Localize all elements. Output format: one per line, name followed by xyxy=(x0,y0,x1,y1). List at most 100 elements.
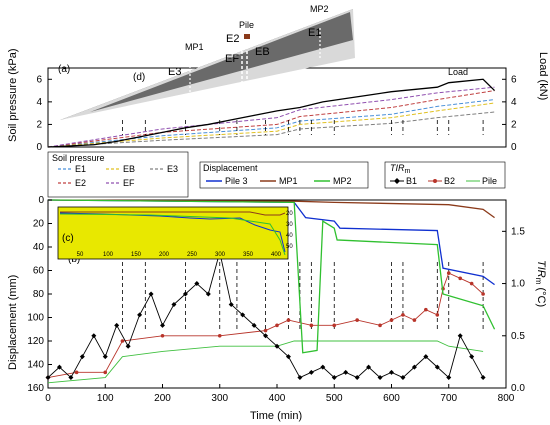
tir-b1-point xyxy=(182,291,188,297)
tir-b1-point xyxy=(251,322,257,328)
tir-b1-point xyxy=(480,375,486,381)
tir-b1-point xyxy=(137,312,143,318)
tir-b1-point xyxy=(297,375,303,381)
panel-a-right-tick-label: 4 xyxy=(511,97,517,108)
soil-legend-label: EB xyxy=(123,164,135,174)
panel-b-right-tick-label: 0.0 xyxy=(511,383,525,394)
eb-label: EB xyxy=(255,46,270,58)
tir-b1-point xyxy=(171,301,177,307)
tir-legend-title: TIRm xyxy=(390,163,411,175)
tir-b1-point xyxy=(228,301,234,307)
panel-b-ylabel-right-unit: (°C) xyxy=(535,284,547,307)
inset-c-x-tick-label: 250 xyxy=(187,252,198,258)
inset-d-slope-diagram: Pile MP2 MP1 E2 E1 E3 EF EB (d) xyxy=(60,4,355,120)
tir-b1-point xyxy=(160,322,165,328)
tir-b1-point xyxy=(285,354,291,360)
e1-label: E1 xyxy=(308,27,321,39)
panel-b-x-tick-label: 600 xyxy=(383,393,400,404)
soil-legend-label: E2 xyxy=(75,178,86,188)
tir-b1-point xyxy=(205,291,211,297)
inset-c-x-tick-label: 400 xyxy=(271,252,282,258)
panel-a-left-tick-label: 6 xyxy=(36,74,42,85)
tir-legend-box xyxy=(384,161,506,189)
inset-c-x-tick-label: 100 xyxy=(103,252,114,258)
tir-b2-point xyxy=(120,339,125,343)
tir-b1-point xyxy=(377,375,383,381)
tir-b2-point xyxy=(389,318,394,322)
tir-b1-point xyxy=(354,375,360,381)
panel-b-event-lines xyxy=(122,262,484,330)
panel-b-x-tick-label: 700 xyxy=(440,393,457,404)
panel-b-x-tick-label: 800 xyxy=(498,393,515,404)
tir-b1-point xyxy=(79,354,85,360)
soil-legend-label: E1 xyxy=(75,164,86,174)
tir-b2-point xyxy=(458,276,463,281)
tir-b1-point xyxy=(331,375,337,381)
panel-b-x-tick-label: 200 xyxy=(154,393,171,404)
panel-b-right-tick-label: 0.5 xyxy=(511,331,525,342)
panel-b-left-tick-label: 20 xyxy=(33,219,45,230)
displacement-pile-3-line xyxy=(47,199,495,286)
soil-legend-label: EF xyxy=(123,178,135,188)
panel-a-right-tick-label: 0 xyxy=(511,142,517,153)
tir-b2-point xyxy=(309,323,314,328)
inset-c-label: (c) xyxy=(62,233,74,244)
panel-b-right-tick-label: 1.0 xyxy=(511,279,525,290)
tir-b1-point xyxy=(240,312,246,318)
panel-a-left-tick-label: 2 xyxy=(36,119,42,130)
inset-c-mp2-line xyxy=(59,213,286,256)
panel-b-ylabel-right-main: TIR xyxy=(535,260,547,278)
inset-c-y-tick-label: 50 xyxy=(286,244,293,250)
ef-label: EF xyxy=(225,53,239,65)
panel-b-x-tick-label: 300 xyxy=(211,393,228,404)
mp1-label: MP1 xyxy=(185,42,204,52)
tir-b1-point xyxy=(400,375,406,381)
tir-b1-point xyxy=(446,375,452,381)
tir-b2-point xyxy=(332,323,337,328)
inset-d-label: (d) xyxy=(133,72,145,83)
tir-b1-point xyxy=(389,369,394,375)
panel-b-x-tick-label: 500 xyxy=(326,393,343,404)
panel-b-x-tick-label: 400 xyxy=(269,393,286,404)
panel-b: 0 20 40 60 80 100 120 140 160 0.0 0.5 1.0 1.5 0 100 2… xyxy=(7,195,547,422)
tir-b1-point xyxy=(457,333,463,339)
e3-label: E3 xyxy=(168,66,181,78)
tir-b2-point xyxy=(401,313,405,317)
panel-a-right-tick-label: 2 xyxy=(511,119,517,130)
tir-pile-line xyxy=(47,340,484,384)
tir-b2-point xyxy=(378,323,382,328)
tir-b1-point xyxy=(148,291,154,297)
tir-b2-point xyxy=(412,318,417,322)
panel-a-event-lines xyxy=(122,120,484,135)
tir-b2-point xyxy=(435,313,440,317)
tir-b2-point xyxy=(160,333,165,338)
panel-b-right-ticks: 0.0 0.5 1.0 1.5 xyxy=(502,226,525,394)
displacement-mp1-line xyxy=(47,199,495,219)
tir-b1-point xyxy=(194,281,200,287)
inset-c-y-tick-label: 30 xyxy=(286,222,293,228)
soil-pressure-ef-line xyxy=(47,86,495,148)
tir-b1-point xyxy=(469,354,475,360)
tir-b1-point xyxy=(102,354,108,360)
legend-area: Soil pressure E1 EB E3 E2 EF Displacement Pi… xyxy=(47,151,506,198)
panel-a-left-tick-label: 0 xyxy=(36,142,42,153)
disp-legend-label: Pile 3 xyxy=(225,176,248,186)
tir-legend-label: B2 xyxy=(444,176,455,186)
tir-b2-point xyxy=(217,333,222,338)
tir-b2-point xyxy=(424,307,428,312)
disp-legend-box xyxy=(199,161,369,189)
inset-c-x-tick-label: 350 xyxy=(243,252,254,258)
inset-c-ticks: 50 100 150 200 250 300 350 400 20 30 40 50 xyxy=(77,211,294,258)
panel-a: 0 2 4 6 0 2 4 6 (a) Soil pressure (kPa) Load (… xyxy=(7,48,549,153)
tir-b1-point xyxy=(56,364,62,370)
tir-legend-label: B1 xyxy=(406,176,417,186)
load-line xyxy=(47,78,496,148)
tir-legend-items: B1 B2 Pile xyxy=(390,176,497,186)
tir-b2-point xyxy=(103,370,108,375)
soil-pressure-eb-line xyxy=(47,102,495,148)
panel-b-left-tick-label: 0 xyxy=(38,195,44,206)
panel-b-ylabel-right: TIRm (°C) xyxy=(534,260,547,307)
tir-b1-point xyxy=(343,369,349,375)
inset-c: (c) 50 100 150 200 250 300 350 400 20 30 40 50 xyxy=(57,206,294,260)
panel-a-ylabel-right: Load (kN) xyxy=(537,52,549,100)
